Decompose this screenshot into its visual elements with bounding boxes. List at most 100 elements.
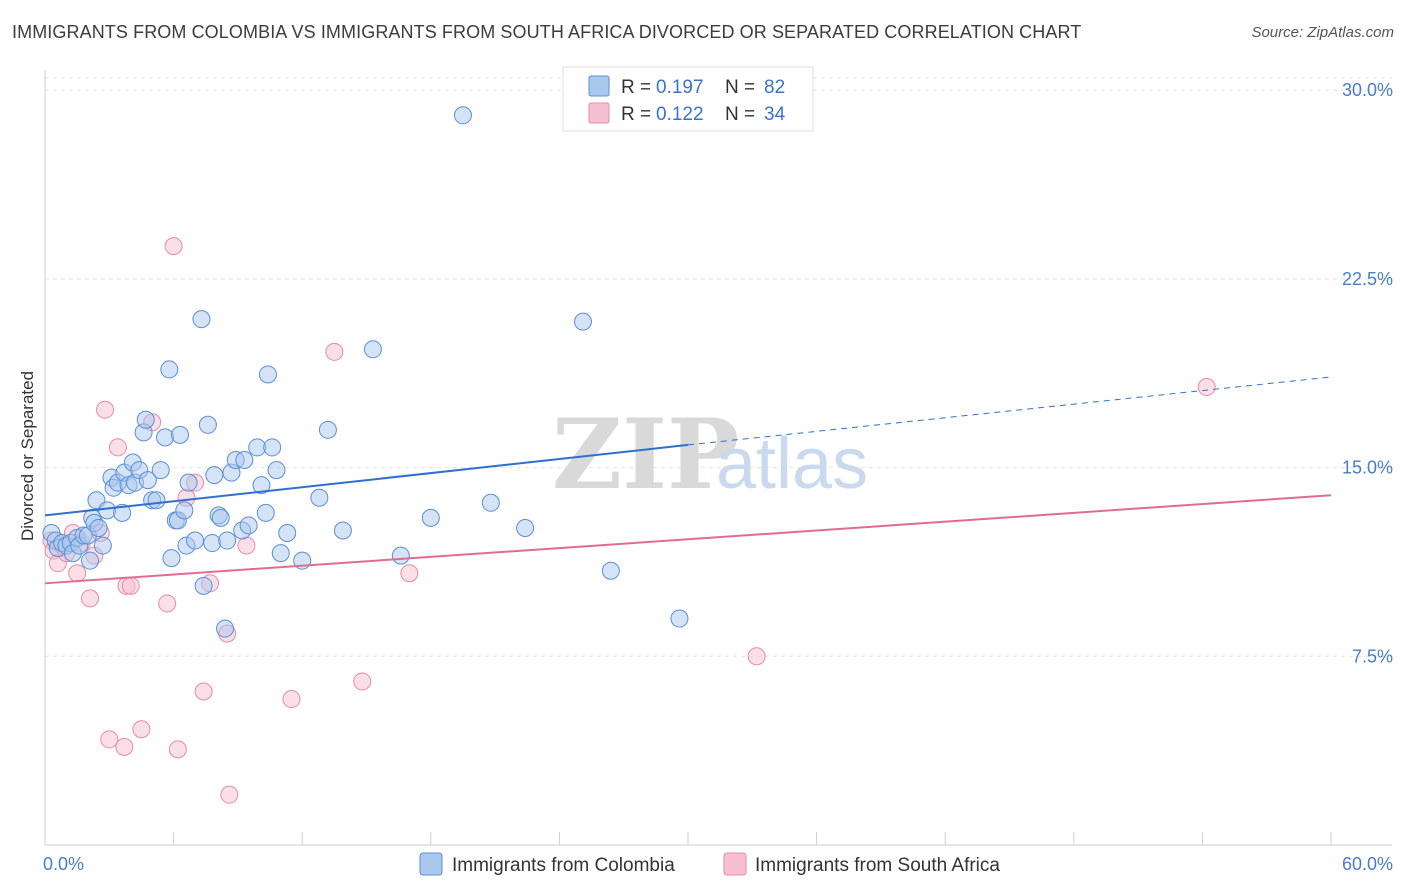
data-point-colombia xyxy=(252,476,271,495)
chart-title: IMMIGRANTS FROM COLOMBIA VS IMMIGRANTS F… xyxy=(12,22,1082,42)
legend: R = 0.197 N = 82 R = 0.122 N = 34 xyxy=(562,66,814,132)
series-colombia-points xyxy=(42,106,689,638)
data-point-south-africa xyxy=(132,720,151,739)
data-point-colombia xyxy=(156,428,175,447)
legend-r-value-south-africa: 0.122 xyxy=(656,104,704,125)
data-point-south-africa xyxy=(115,737,134,756)
data-point-south-africa xyxy=(282,690,301,709)
data-point-colombia xyxy=(203,534,222,553)
data-point-colombia xyxy=(318,420,337,439)
bottom-legend-label-colombia: Immigrants from Colombia xyxy=(452,855,675,876)
data-point-colombia xyxy=(171,425,190,444)
data-point-colombia xyxy=(239,516,258,535)
data-point-colombia xyxy=(186,531,205,550)
data-point-colombia xyxy=(98,501,117,520)
data-point-colombia xyxy=(81,551,100,570)
data-point-south-africa xyxy=(747,647,766,666)
legend-r-label-colombia: R = xyxy=(621,77,651,98)
data-point-colombia xyxy=(216,619,235,638)
legend-r-value-colombia: 0.197 xyxy=(656,77,704,98)
data-point-south-africa xyxy=(100,730,119,749)
legend-r-label-south-africa: R = xyxy=(621,104,651,125)
legend-n-label-colombia: N = xyxy=(725,77,755,98)
data-point-south-africa xyxy=(158,594,177,613)
data-point-colombia xyxy=(601,561,620,580)
bottom-legend-swatch-south-africa xyxy=(723,852,747,876)
y-tick-label: 7.5% xyxy=(1352,646,1393,666)
data-point-colombia xyxy=(198,415,217,434)
y-tick-label: 15.0% xyxy=(1342,458,1393,478)
watermark: ZIP atlas xyxy=(552,398,868,511)
y-tick-label: 22.5% xyxy=(1342,269,1393,289)
legend-swatch-south-africa xyxy=(588,102,610,124)
data-point-south-africa xyxy=(194,682,213,701)
data-point-colombia xyxy=(310,488,329,507)
data-point-colombia xyxy=(258,365,277,384)
data-point-south-africa xyxy=(1197,378,1216,397)
bottom-legend: Immigrants from Colombia Immigrants from… xyxy=(419,852,1000,876)
data-point-colombia xyxy=(160,360,179,379)
data-point-colombia xyxy=(271,544,290,563)
data-point-south-africa xyxy=(168,740,187,759)
axes: 7.5% 15.0% 22.5% 30.0% 0.0% 60.0% xyxy=(43,70,1393,874)
data-point-colombia xyxy=(147,491,166,510)
data-point-colombia xyxy=(218,531,237,550)
x-tick-label: 60.0% xyxy=(1342,854,1393,874)
data-point-south-africa xyxy=(325,342,344,361)
watermark-atlas: atlas xyxy=(716,424,868,504)
data-point-colombia xyxy=(421,508,440,527)
data-point-south-africa xyxy=(121,576,140,595)
data-point-colombia xyxy=(192,310,211,329)
data-point-colombia xyxy=(162,549,181,568)
data-point-colombia xyxy=(136,410,155,429)
data-point-south-africa xyxy=(108,438,127,457)
bottom-legend-swatch-colombia xyxy=(419,852,443,876)
trend-line-south-africa xyxy=(44,494,1332,585)
watermark-zip: ZIP xyxy=(552,398,739,511)
data-point-colombia xyxy=(278,523,297,542)
legend-swatch-colombia xyxy=(588,75,610,97)
trend-line-colombia xyxy=(44,443,689,517)
data-point-south-africa xyxy=(220,785,239,804)
data-point-colombia xyxy=(267,461,286,480)
data-point-colombia xyxy=(453,106,472,125)
data-point-colombia xyxy=(138,471,157,490)
data-point-colombia xyxy=(194,576,213,595)
data-point-colombia xyxy=(205,466,224,485)
legend-n-value-colombia: 82 xyxy=(764,77,785,98)
legend-n-label-south-africa: N = xyxy=(725,104,755,125)
data-point-colombia xyxy=(263,438,282,457)
data-point-colombia xyxy=(516,518,535,537)
data-point-colombia xyxy=(256,503,275,522)
x-tick-label: 0.0% xyxy=(43,854,84,874)
data-point-colombia xyxy=(363,340,382,359)
data-point-south-africa xyxy=(164,237,183,256)
data-point-colombia xyxy=(113,503,132,522)
data-point-colombia xyxy=(235,451,254,470)
y-axis-label: Divorced or Separated xyxy=(18,371,37,541)
data-point-colombia xyxy=(670,609,689,628)
data-point-south-africa xyxy=(353,672,372,691)
legend-n-value-south-africa: 34 xyxy=(764,104,786,125)
data-point-colombia xyxy=(573,312,592,331)
data-point-south-africa xyxy=(400,564,419,583)
trend-line-colombia-extension xyxy=(687,376,1332,446)
data-point-south-africa xyxy=(81,589,100,608)
bottom-legend-label-south-africa: Immigrants from South Africa xyxy=(755,855,1000,876)
data-point-colombia xyxy=(89,518,108,537)
data-point-colombia xyxy=(391,546,410,565)
data-point-colombia xyxy=(481,493,500,512)
data-point-colombia xyxy=(151,461,170,480)
data-point-colombia xyxy=(333,521,352,540)
data-point-colombia xyxy=(248,438,267,457)
data-point-colombia xyxy=(179,473,198,492)
data-point-south-africa xyxy=(237,536,256,555)
y-tick-label: 30.0% xyxy=(1342,80,1393,100)
data-point-south-africa xyxy=(96,400,115,419)
source-credit: Source: ZipAtlas.com xyxy=(1251,24,1394,41)
trend-lines xyxy=(44,376,1332,585)
data-point-colombia xyxy=(211,508,230,527)
data-point-south-africa xyxy=(68,564,87,583)
data-point-colombia xyxy=(93,536,112,555)
